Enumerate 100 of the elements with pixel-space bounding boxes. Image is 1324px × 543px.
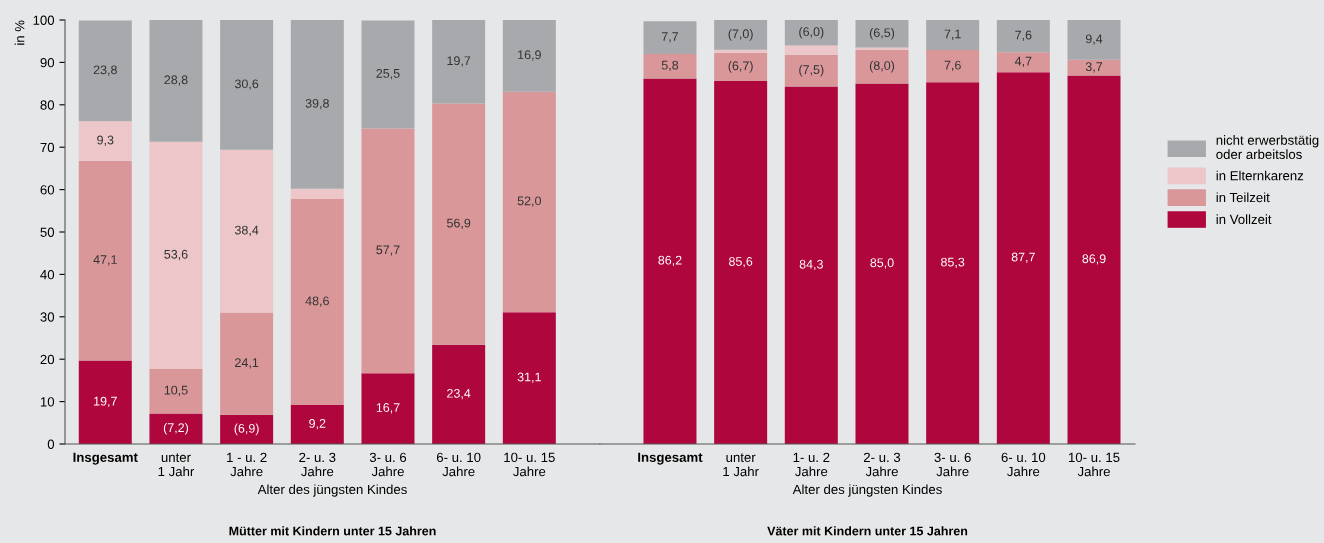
x-axis-title: Alter des jüngsten Kindes bbox=[792, 484, 942, 497]
bar bbox=[784, 20, 838, 46]
data-label: 47,1 bbox=[93, 255, 117, 266]
data-label: 84,3 bbox=[799, 259, 823, 271]
bar bbox=[78, 160, 132, 361]
bar bbox=[290, 188, 344, 199]
data-label: 19,7 bbox=[94, 396, 117, 408]
data-label: 31,1 bbox=[517, 372, 541, 383]
data-label: 85,0 bbox=[870, 258, 894, 269]
data-label: 23,4 bbox=[447, 388, 471, 400]
bar bbox=[432, 20, 486, 104]
data-label: 57,7 bbox=[376, 245, 400, 256]
x-tick-label: 2- u. 3 Jahre bbox=[863, 452, 901, 477]
legend-label: nicht erwerbstätig oder arbeitslos bbox=[1216, 135, 1319, 160]
data-label: 85,6 bbox=[729, 257, 753, 268]
data-label: 23,8 bbox=[93, 65, 117, 76]
x-tick-label: unter 1 Jahr bbox=[158, 453, 195, 477]
y-tick-label: 80 bbox=[40, 100, 55, 110]
legend-label: in Vollzeit bbox=[1216, 214, 1272, 225]
data-label: (6,9) bbox=[234, 423, 259, 436]
data-label: 9,2 bbox=[309, 419, 326, 430]
data-label: (7,5) bbox=[799, 64, 824, 77]
y-axis-title: in % bbox=[14, 20, 25, 45]
bar bbox=[784, 54, 838, 87]
data-label: 28,8 bbox=[164, 75, 188, 86]
x-tick-label: 2- u. 3 Jahre bbox=[299, 452, 336, 477]
x-tick-label: Insgesamt bbox=[73, 452, 138, 465]
bar bbox=[220, 149, 274, 313]
x-tick-label: 1 - u. 2 Jahre bbox=[227, 452, 267, 477]
data-label: 16,9 bbox=[518, 50, 541, 61]
data-label: 25,5 bbox=[376, 68, 400, 80]
bar bbox=[855, 83, 909, 444]
bar bbox=[714, 52, 768, 82]
data-label: (6,7) bbox=[728, 61, 753, 73]
data-label: 39,8 bbox=[305, 98, 329, 110]
bar bbox=[714, 81, 768, 444]
bar bbox=[1067, 59, 1121, 76]
bar bbox=[1067, 75, 1121, 444]
x-tick-label: 1- u. 2 Jahre bbox=[793, 452, 830, 477]
bar bbox=[149, 413, 203, 444]
bar bbox=[926, 50, 980, 83]
legend-label: in Elternkarenz bbox=[1216, 170, 1304, 181]
data-label: (7,0) bbox=[728, 29, 753, 41]
x-tick-label: 3- u. 6 Jahre bbox=[369, 452, 407, 477]
data-label: 56,9 bbox=[446, 218, 471, 229]
data-label: 7,1 bbox=[944, 29, 961, 40]
y-tick-label: 20 bbox=[40, 354, 55, 365]
x-tick-label: 10- u. 15 Jahre bbox=[1068, 452, 1120, 477]
x-tick-label: 6- u. 10 Jahre bbox=[1001, 452, 1046, 477]
bar bbox=[643, 78, 697, 444]
bar bbox=[361, 373, 415, 444]
x-tick-label: 6- u. 10 Jahre bbox=[436, 452, 481, 477]
bar bbox=[784, 86, 838, 444]
x-tick-label: unter 1 Jahr bbox=[723, 453, 759, 477]
bar bbox=[926, 82, 980, 444]
data-label: 85,3 bbox=[941, 257, 965, 268]
bar bbox=[290, 20, 344, 189]
bar bbox=[361, 128, 415, 374]
bar bbox=[78, 20, 132, 122]
data-label: 9,3 bbox=[97, 135, 114, 146]
y-tick-label: 30 bbox=[40, 312, 55, 322]
bar bbox=[996, 52, 1050, 73]
bar bbox=[926, 20, 980, 51]
bar bbox=[502, 91, 556, 313]
bar bbox=[714, 20, 768, 50]
data-label: (6,0) bbox=[799, 26, 824, 39]
data-label: 30,6 bbox=[234, 79, 259, 90]
bar bbox=[220, 312, 274, 415]
y-tick-label: 90 bbox=[40, 57, 55, 68]
data-label: 7,6 bbox=[944, 60, 961, 72]
bar bbox=[290, 198, 344, 405]
y-tick-label: 10 bbox=[40, 397, 55, 407]
bar bbox=[149, 141, 203, 369]
bar bbox=[78, 360, 132, 444]
x-tick-label: 3- u. 6 Jahre bbox=[934, 452, 971, 477]
bar bbox=[290, 404, 344, 444]
y-tick-label: 0 bbox=[47, 439, 55, 449]
bar bbox=[432, 344, 486, 444]
data-label: 86,2 bbox=[658, 255, 682, 267]
data-label: 86,9 bbox=[1082, 254, 1106, 265]
data-label: 7,6 bbox=[1015, 30, 1032, 41]
text: Väter mit Kindern unter 15 Jahren bbox=[767, 526, 968, 536]
data-label: (7,2) bbox=[163, 422, 189, 435]
y-tick-label: 100 bbox=[33, 15, 55, 25]
bar bbox=[855, 20, 909, 48]
y-tick-label: 70 bbox=[40, 142, 55, 153]
data-label: 4,7 bbox=[1014, 56, 1032, 68]
data-label: 52,0 bbox=[517, 196, 541, 207]
data-label: 19,7 bbox=[447, 56, 471, 67]
x-axis-title: Alter des jüngsten Kindes bbox=[257, 484, 407, 497]
bar bbox=[78, 121, 132, 161]
data-label: 9,4 bbox=[1085, 34, 1103, 45]
data-label: 24,1 bbox=[235, 358, 259, 369]
bar bbox=[643, 53, 697, 79]
data-label: 10,5 bbox=[164, 385, 188, 397]
bar bbox=[220, 20, 274, 150]
x-tick-label: Insgesamt bbox=[638, 452, 703, 465]
bar bbox=[149, 20, 203, 142]
data-label: (8,0) bbox=[869, 60, 895, 73]
bar bbox=[149, 368, 203, 414]
